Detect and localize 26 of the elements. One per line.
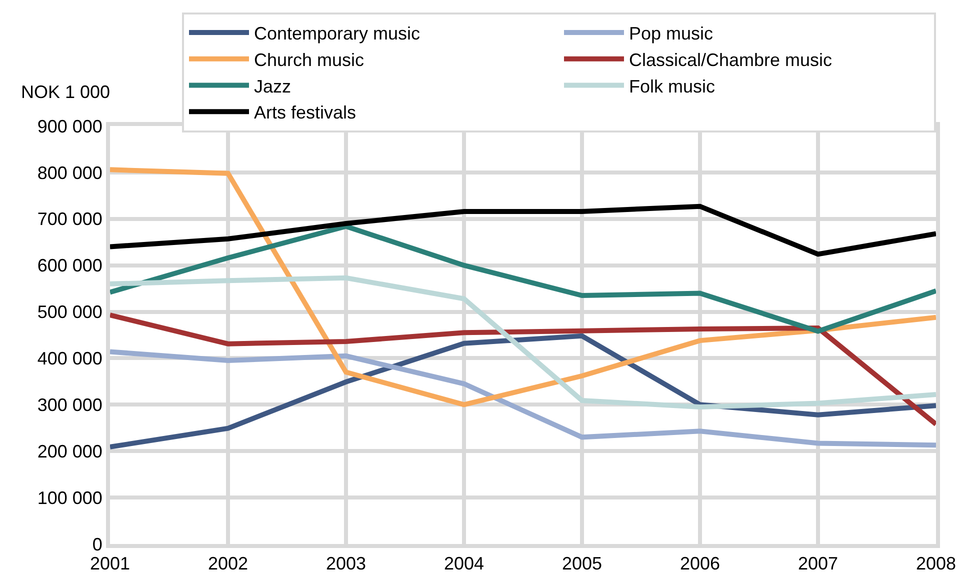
- x-tick-label: 2005: [562, 554, 602, 574]
- y-tick-label: 600 000: [37, 256, 102, 276]
- legend-label: Contemporary music: [254, 23, 420, 44]
- y-tick-label: 100 000: [37, 488, 102, 508]
- y-tick-label: 500 000: [37, 302, 102, 322]
- x-tick-label: 2003: [326, 554, 366, 574]
- y-tick-label: 900 000: [37, 116, 102, 136]
- x-tick-label: 2008: [916, 554, 956, 574]
- y-tick-label: 400 000: [37, 348, 102, 369]
- legend-label: Pop music: [629, 23, 714, 44]
- x-tick-label: 2004: [444, 554, 484, 574]
- y-tick-label: 700 000: [37, 209, 102, 230]
- x-tick-label: 2006: [680, 554, 720, 574]
- x-tick-label: 2002: [208, 554, 248, 574]
- x-tick-label: 2001: [90, 554, 130, 574]
- y-tick-label: 300 000: [37, 394, 102, 415]
- legend-label: Folk music: [629, 76, 716, 96]
- x-tick-label: 2007: [798, 554, 838, 574]
- legend-label: Church music: [254, 50, 364, 70]
- legend-label: Jazz: [254, 76, 292, 96]
- y-tick-label: 800 000: [37, 162, 102, 183]
- y-tick-label: 0: [92, 534, 102, 554]
- legend-label: Arts festivals: [254, 102, 356, 123]
- y-axis-title: NOK 1 000: [21, 82, 110, 102]
- legend-label: Classical/Chambre music: [629, 50, 832, 70]
- y-tick-label: 200 000: [37, 441, 102, 462]
